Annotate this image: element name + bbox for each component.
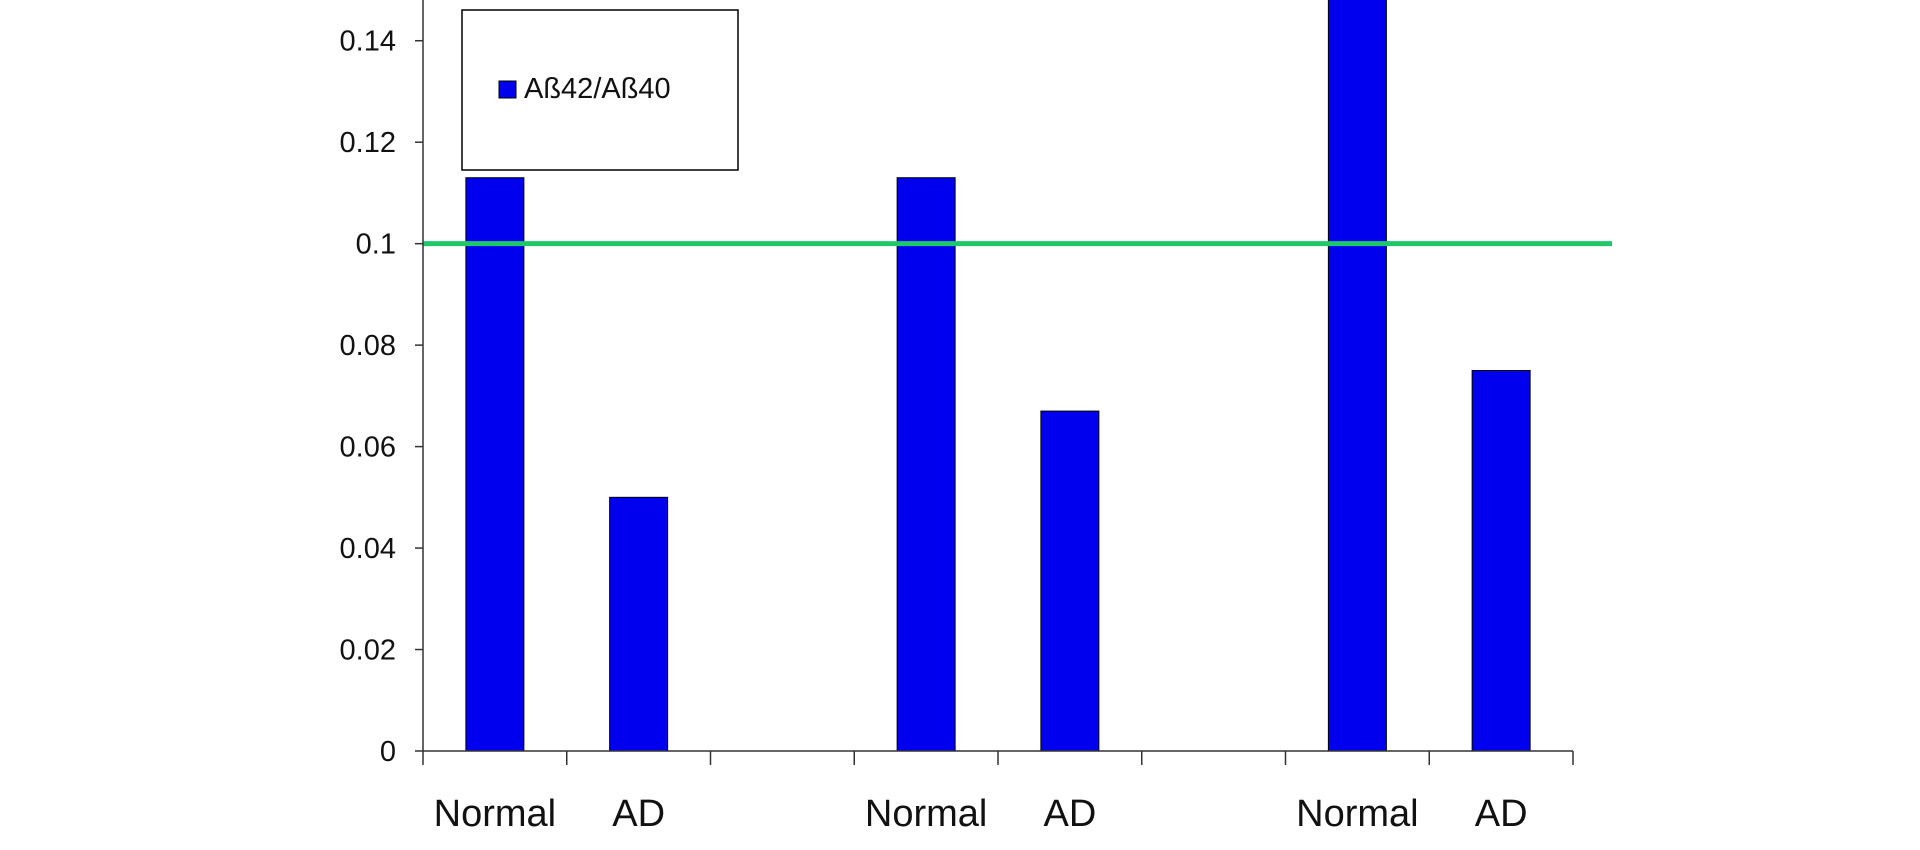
x-category-label: Normal xyxy=(865,793,987,835)
y-tick-label: 0.12 xyxy=(340,127,396,159)
bars xyxy=(465,0,1531,752)
y-tick-label: 0.08 xyxy=(340,330,396,362)
y-tick-label: 0.14 xyxy=(340,26,396,58)
legend: Aß42/Aß40 xyxy=(461,9,739,171)
x-category-label: AD xyxy=(1043,793,1096,835)
y-tick-label: 0.02 xyxy=(340,635,396,667)
bar xyxy=(465,177,525,752)
y-tick-label: 0 xyxy=(380,736,396,768)
legend-swatch xyxy=(498,80,517,99)
axes: 0 0.02 0.04 0.06 0.08 0.1 0.12 0.14 Normal AD Norm… xyxy=(340,0,1574,835)
legend-label: Aß42/Aß40 xyxy=(524,73,671,105)
y-tick-label: 0.04 xyxy=(340,533,396,565)
y-tick-label: 0.06 xyxy=(340,432,396,464)
x-category-label: Normal xyxy=(1296,793,1418,835)
x-category-label: Normal xyxy=(434,793,556,835)
bar xyxy=(896,177,956,752)
x-category-label: AD xyxy=(1475,793,1528,835)
y-tick-label: 0.1 xyxy=(356,229,396,261)
bar xyxy=(1471,370,1531,752)
bar xyxy=(1040,410,1100,752)
bar xyxy=(609,496,669,752)
x-category-label: AD xyxy=(612,793,665,835)
bar xyxy=(1327,0,1387,752)
